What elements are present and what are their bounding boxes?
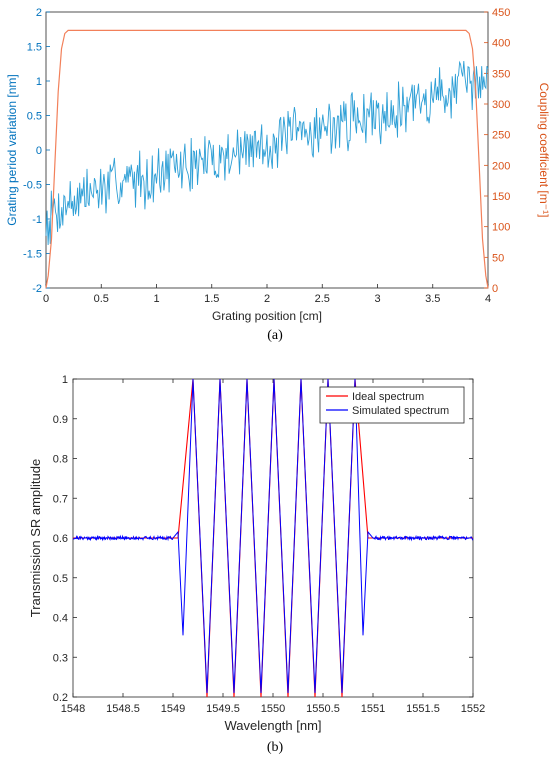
x-tick-label: 1.5 bbox=[204, 293, 219, 305]
x-tick-label: 1 bbox=[153, 293, 159, 305]
y-tick-label: 0.8 bbox=[53, 454, 68, 466]
x-tick-label: 4 bbox=[485, 293, 491, 305]
y-left-tick-label: 1.5 bbox=[27, 42, 42, 54]
y-right-tick-label: 100 bbox=[492, 222, 510, 234]
y-tick-label: 0.7 bbox=[53, 493, 68, 505]
x-tick-label: 1551.5 bbox=[406, 703, 440, 715]
legend-entry: Simulated spectrum bbox=[352, 405, 449, 417]
y-left-tick-label: 0.5 bbox=[27, 111, 42, 123]
x-tick-label: 0.5 bbox=[94, 293, 109, 305]
x-tick-label: 1549 bbox=[161, 703, 185, 715]
y-right-tick-label: 450 bbox=[492, 7, 510, 19]
x-tick-label: 1552 bbox=[461, 703, 485, 715]
x-tick-label: 1548 bbox=[61, 703, 85, 715]
y-left-tick-label: 0 bbox=[36, 145, 42, 157]
y-left-axis-label: Grating period variation [nm] bbox=[5, 74, 19, 225]
plot-frame-a bbox=[45, 11, 489, 289]
x-tick-label: 0 bbox=[43, 293, 49, 305]
x-tick-label: 3.5 bbox=[425, 293, 440, 305]
y-tick-label: 0.4 bbox=[53, 613, 68, 625]
legend-entry: Ideal spectrum bbox=[352, 391, 424, 403]
panel-label-a: (a) bbox=[267, 328, 283, 343]
y-tick-label: 1 bbox=[62, 374, 68, 386]
y-right-tick-label: 300 bbox=[492, 99, 510, 111]
x-tick-label: 1550 bbox=[261, 703, 285, 715]
y-right-axis-label: Coupling coefficient [m⁻¹] bbox=[537, 83, 550, 218]
x-tick-label: 1549.5 bbox=[206, 703, 240, 715]
y-left-tick-label: 1 bbox=[36, 76, 42, 88]
y-tick-label: 0.6 bbox=[53, 533, 68, 545]
y-right-tick-label: 400 bbox=[492, 38, 510, 50]
x-tick-label: 2.5 bbox=[315, 293, 330, 305]
y-tick-label: 0.9 bbox=[53, 414, 68, 426]
y-left-tick-label: -1 bbox=[32, 214, 42, 226]
y-tick-label: 0.3 bbox=[53, 652, 68, 664]
x-tick-label: 1548.5 bbox=[106, 703, 140, 715]
y-left-tick-label: -2 bbox=[32, 283, 42, 295]
y-right-tick-label: 0 bbox=[492, 283, 498, 295]
x-tick-label: 1550.5 bbox=[306, 703, 340, 715]
x-axis-label: Wavelength [nm] bbox=[224, 718, 321, 733]
y-tick-label: 0.2 bbox=[53, 692, 68, 704]
x-tick-label: 3 bbox=[374, 293, 380, 305]
panel-label-b: (b) bbox=[266, 740, 284, 755]
x-tick-label: 2 bbox=[264, 293, 270, 305]
y-right-tick-label: 150 bbox=[492, 191, 510, 203]
chart-b: 1548 1548.5 1549 1549.5 1550 1550.5 1551 1551.5… bbox=[28, 374, 485, 733]
y-left-tick-label: -1.5 bbox=[23, 249, 42, 261]
chart-a: 0 0.5 1 1.5 2 2.5 3 3.5 4 -2 -1.5 -1 -0.5 0 0.5 1 1.5 2 0 5… bbox=[5, 7, 550, 323]
legend-box bbox=[319, 386, 465, 424]
y-right-tick-label: 250 bbox=[492, 130, 510, 142]
y-axis-label: Transmission SR amplitude bbox=[28, 459, 43, 617]
series-simulated-spectrum-line bbox=[72, 378, 474, 694]
series-grating-period-line bbox=[45, 60, 489, 246]
y-tick-label: 0.5 bbox=[53, 573, 68, 585]
x-axis-label: Grating position [cm] bbox=[212, 309, 322, 323]
y-right-tick-label: 50 bbox=[492, 252, 504, 264]
y-right-tick-label: 200 bbox=[492, 160, 510, 172]
y-right-tick-label: 350 bbox=[492, 68, 510, 80]
y-left-tick-label: 2 bbox=[36, 7, 42, 19]
series-coupling-line bbox=[45, 29, 489, 289]
x-tick-label: 1551 bbox=[361, 703, 385, 715]
y-left-tick-label: -0.5 bbox=[23, 180, 42, 192]
